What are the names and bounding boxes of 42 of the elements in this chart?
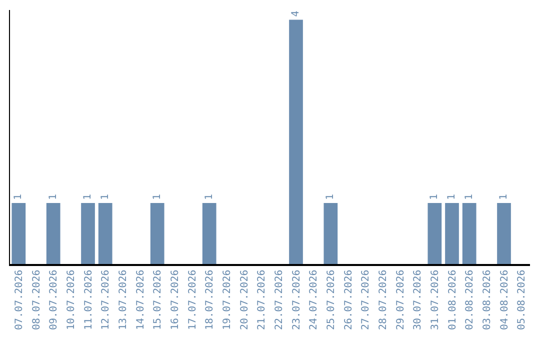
x-tick-label: 18.07.2026 [204, 270, 216, 330]
x-tick-label: 03.08.2026 [482, 270, 493, 330]
data-label: 1 [100, 194, 111, 200]
x-tick-label: 13.07.2026 [118, 270, 129, 330]
data-label: 1 [429, 194, 440, 200]
x-tick-label: 29.07.2026 [395, 270, 406, 330]
data-label: 1 [13, 194, 24, 200]
x-tick-label: 08.07.2026 [31, 270, 42, 330]
data-label: 1 [325, 194, 336, 200]
x-tick-label: 21.07.2026 [256, 270, 268, 330]
x-tick-label: 24.07.2026 [308, 270, 320, 330]
x-tick-label: 04.08.2026 [499, 270, 510, 330]
x-tick-label: 22.07.2026 [274, 270, 285, 330]
x-tick-label: 30.07.2026 [412, 270, 424, 330]
x-tick-label: 01.08.2026 [447, 270, 458, 330]
x-tick-label: 27.07.2026 [360, 270, 372, 330]
data-label: 1 [464, 194, 475, 200]
x-tick-label: 12.07.2026 [100, 270, 112, 330]
data-label: 1 [446, 194, 458, 200]
data-label: 4 [290, 10, 302, 17]
x-tick-label: 02.08.2026 [464, 270, 476, 330]
data-label: 1 [498, 194, 510, 200]
x-tick-label: 31.07.2026 [430, 270, 441, 330]
x-tick-label: 16.07.2026 [170, 270, 181, 330]
x-tick-label: 17.07.2026 [187, 270, 198, 330]
data-label: 1 [204, 194, 215, 200]
x-tick-label: 11.07.2026 [83, 270, 94, 330]
x-tick-label: 05.08.2026 [516, 270, 528, 330]
x-tick-label: 15.07.2026 [152, 270, 164, 330]
x-tick-label: 23.07.2026 [291, 270, 302, 330]
data-label: 1 [152, 194, 163, 200]
x-tick-label: 28.07.2026 [378, 270, 389, 330]
x-tick-label: 10.07.2026 [66, 270, 77, 330]
x-tick-label: 14.07.2026 [135, 270, 146, 330]
data-label: 1 [48, 194, 59, 200]
data-label: 1 [82, 194, 94, 200]
x-tick-label: 20.07.2026 [239, 270, 250, 330]
x-tick-label: 25.07.2026 [326, 270, 337, 330]
x-tick-label: 26.07.2026 [343, 270, 354, 330]
x-tick-label: 07.07.2026 [14, 270, 25, 330]
x-tick-label: 09.07.2026 [48, 270, 60, 330]
x-tick-label: 19.07.2026 [222, 270, 233, 330]
